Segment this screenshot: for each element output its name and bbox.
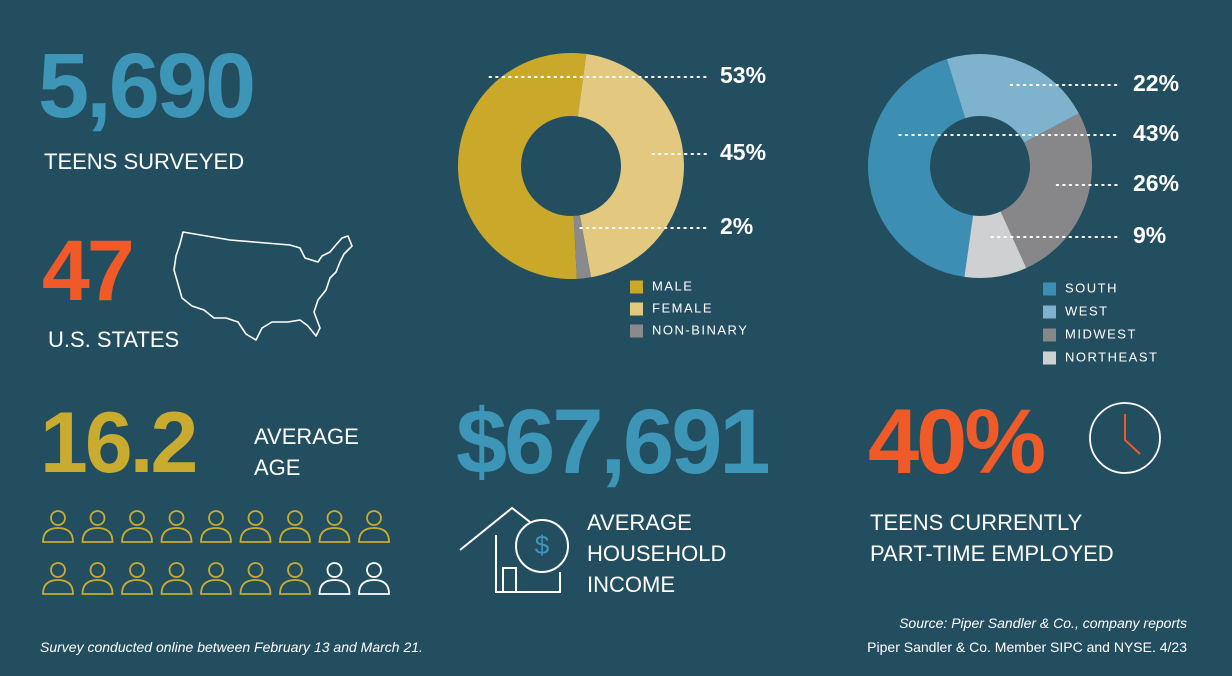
- person-head: [366, 510, 382, 526]
- person-body: [200, 579, 232, 595]
- legend-swatch: [1043, 328, 1056, 342]
- legend-label: MALE: [652, 278, 693, 293]
- person-head: [89, 562, 106, 578]
- person-body: [318, 579, 351, 595]
- legend-label: FEMALE: [652, 300, 713, 315]
- states-label: U.S. STATES: [48, 327, 180, 352]
- house-icon: [459, 506, 569, 593]
- legend-swatch: [1043, 305, 1056, 319]
- person-body: [160, 579, 193, 595]
- value-label: 2%: [720, 213, 753, 239]
- survey-note: Survey conducted online between February…: [40, 639, 423, 655]
- person-head: [129, 562, 145, 578]
- source: Source: Piper Sandler & Co., company rep…: [899, 615, 1187, 631]
- value-label: 45%: [720, 139, 766, 165]
- states-count: 47: [42, 223, 135, 319]
- person-body: [239, 579, 272, 595]
- value-label: 22%: [1133, 70, 1179, 96]
- person-body: [81, 527, 114, 543]
- person-body: [121, 579, 153, 595]
- person-head: [366, 562, 382, 578]
- value-label: 26%: [1133, 170, 1179, 196]
- income-label: AVERAGE HOUSEHOLD INCOME: [587, 510, 727, 597]
- donut-slice: [457, 52, 587, 279]
- legend-swatch: [630, 324, 643, 338]
- employed-label: TEENS CURRENTLY PART-TIME EMPLOYED: [870, 510, 1114, 566]
- value-label: 9%: [1133, 222, 1166, 248]
- income-value: $67,691: [456, 391, 771, 493]
- person-head: [50, 562, 66, 578]
- dollar-sign: $: [535, 530, 550, 560]
- value-label: 43%: [1133, 120, 1179, 146]
- people-icons: [42, 510, 390, 595]
- teens-count: 5,690: [38, 35, 256, 137]
- person-head: [326, 510, 343, 526]
- legend-swatch: [630, 302, 643, 316]
- legend-swatch: [1043, 351, 1056, 365]
- person-body: [121, 527, 153, 543]
- person-body: [42, 579, 74, 595]
- legend-swatch: [1043, 282, 1056, 296]
- person-head: [50, 510, 66, 526]
- person-body: [358, 527, 390, 543]
- person-body: [279, 527, 311, 543]
- person-body: [239, 527, 272, 543]
- person-head: [168, 562, 185, 578]
- legend-label: NON-BINARY: [652, 322, 748, 337]
- donut-slice: [1000, 113, 1092, 268]
- person-body: [200, 527, 232, 543]
- person-body: [279, 579, 311, 595]
- legend-label: SOUTH: [1065, 280, 1118, 295]
- us-map: [173, 231, 353, 341]
- age-value: 16.2: [40, 395, 198, 491]
- age-label: AVERAGE AGE: [254, 424, 359, 480]
- donut-slice: [946, 54, 1079, 143]
- person-head: [287, 510, 303, 526]
- legend-label: NORTHEAST: [1065, 349, 1158, 364]
- member: Piper Sandler & Co. Member SIPC and NYSE…: [867, 639, 1187, 655]
- legend-label: MIDWEST: [1065, 326, 1137, 341]
- donut-slice: [573, 215, 592, 279]
- person-head: [168, 510, 185, 526]
- teens-label: TEENS SURVEYED: [44, 149, 245, 174]
- person-body: [318, 527, 351, 543]
- person-head: [129, 510, 145, 526]
- donut-slice: [964, 211, 1027, 279]
- clock-icon: [1089, 402, 1161, 474]
- donut-slice: [868, 59, 974, 277]
- person-body: [42, 527, 74, 543]
- person-body: [358, 579, 390, 595]
- person-head: [247, 562, 264, 578]
- person-head: [247, 510, 264, 526]
- person-head: [89, 510, 106, 526]
- person-body: [81, 579, 114, 595]
- person-body: [160, 527, 193, 543]
- person-head: [208, 510, 224, 526]
- legend-label: WEST: [1065, 303, 1109, 318]
- employed-value: 40%: [868, 391, 1046, 493]
- donut-slice: [577, 54, 684, 278]
- value-label: 53%: [720, 62, 766, 88]
- person-head: [287, 562, 303, 578]
- legend-swatch: [630, 280, 643, 294]
- person-head: [326, 562, 343, 578]
- person-head: [208, 562, 224, 578]
